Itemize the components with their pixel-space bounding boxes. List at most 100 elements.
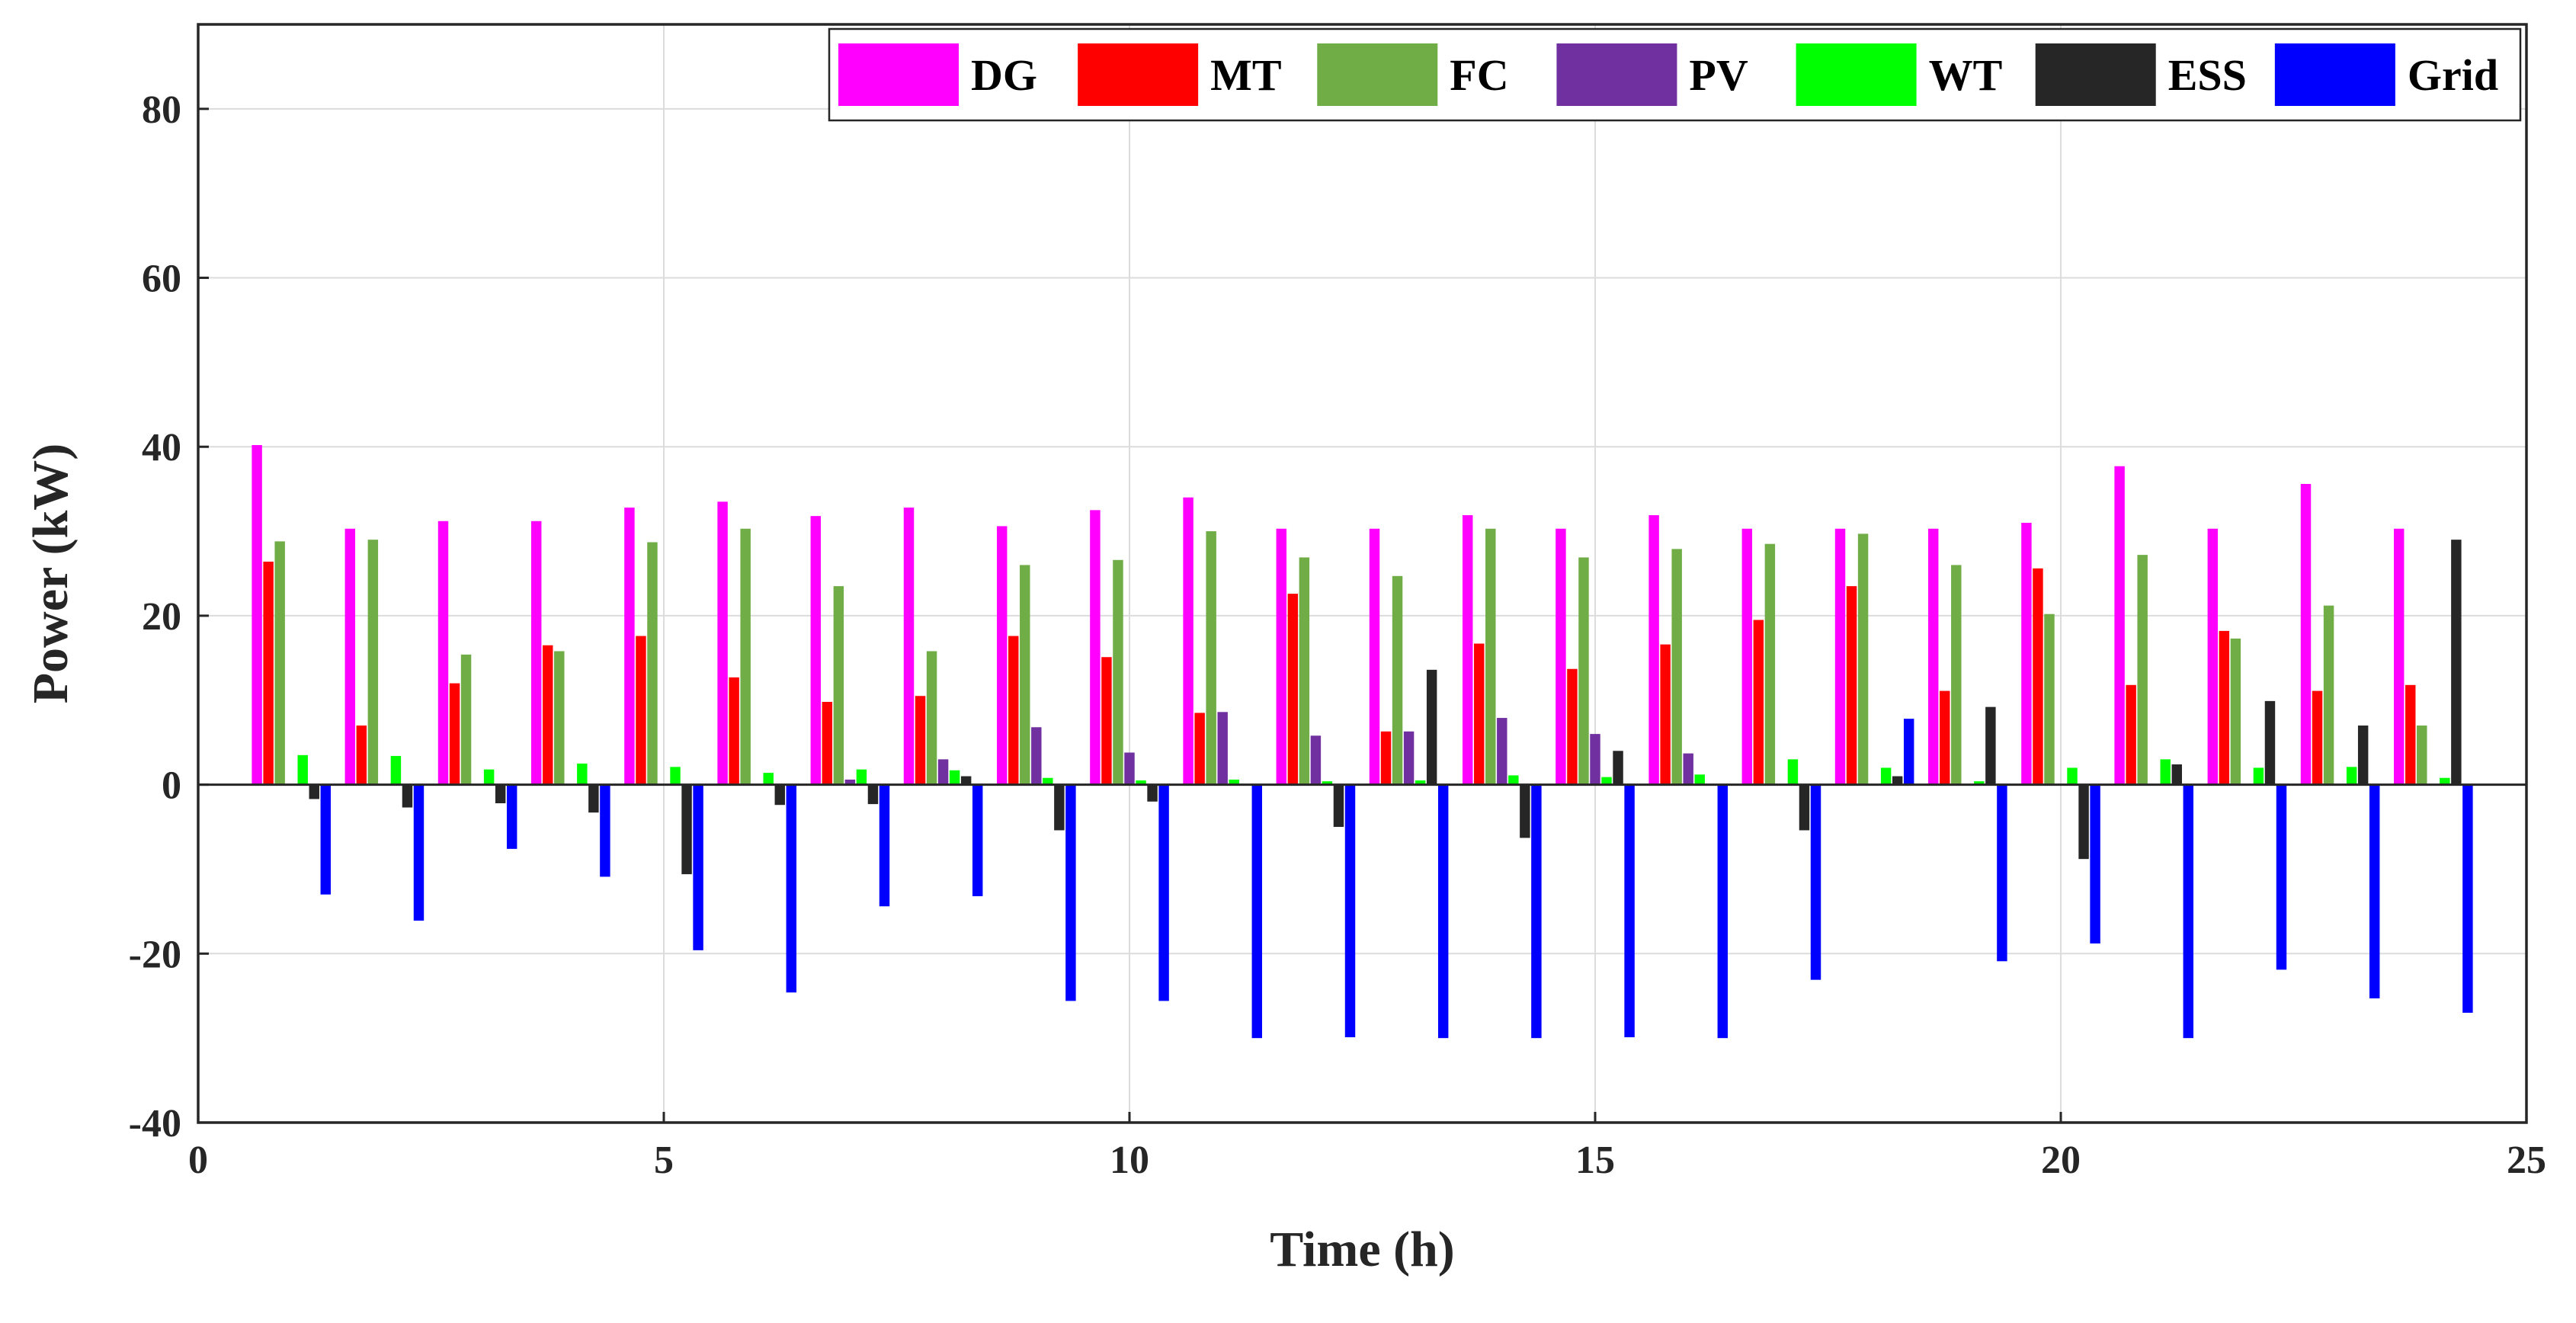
bar-grid-12	[1344, 784, 1356, 1038]
bar-ess-17	[1799, 784, 1810, 831]
legend-label-pv: PV	[1689, 50, 1748, 100]
bar-grid-1	[320, 784, 332, 895]
bar-wt-13	[1415, 780, 1426, 785]
legend-label-grid: Grid	[2408, 50, 2498, 100]
bar-wt-19	[1974, 781, 1985, 785]
bar-mt-5	[636, 636, 646, 785]
bar-dg-5	[624, 508, 635, 785]
bar-mt-11	[1194, 713, 1205, 785]
bar-pv-7	[844, 779, 856, 785]
bar-mt-20	[2033, 568, 2043, 785]
bar-grid-20	[2090, 784, 2100, 944]
bar-pv-11	[1217, 712, 1228, 785]
legend-swatch-pv	[1556, 43, 1677, 106]
bar-grid-16	[1717, 784, 1729, 1039]
bar-fc-15	[1578, 557, 1589, 785]
bar-ess-21	[2171, 764, 2182, 785]
bar-fc-16	[1671, 549, 1682, 785]
bar-grid-5	[693, 784, 703, 950]
y-tick-label: 60	[142, 258, 181, 301]
bar-mt-14	[1474, 643, 1485, 785]
bar-fc-20	[2044, 613, 2055, 785]
bar-fc-10	[1113, 559, 1123, 785]
bar-pv-16	[1683, 753, 1693, 785]
bar-dg-12	[1276, 528, 1287, 785]
bar-ess-14	[1520, 784, 1530, 838]
x-tick-label: 20	[2041, 1139, 2081, 1182]
bar-fc-6	[740, 528, 751, 785]
bar-ess-13	[1426, 669, 1437, 785]
x-tick-label: 15	[1575, 1139, 1615, 1182]
plot-frame	[197, 23, 2528, 1124]
bar-grid-15	[1624, 784, 1635, 1038]
bar-dg-18	[1834, 528, 1846, 785]
bar-mt-12	[1287, 594, 1299, 785]
y-tick-label: 40	[142, 426, 181, 469]
bar-grid-19	[1997, 784, 2007, 962]
bar-grid-3	[506, 784, 517, 849]
x-axis-label: Time (h)	[1270, 1222, 1455, 1277]
bar-ess-8	[960, 776, 972, 785]
y-tick-label: -20	[129, 933, 181, 976]
bar-grid-2	[413, 784, 425, 921]
bar-ess-24	[2451, 540, 2462, 785]
bar-fc-9	[1020, 565, 1030, 785]
bar-mt-15	[1567, 668, 1578, 785]
bar-dg-13	[1369, 528, 1380, 785]
bar-dg-1	[252, 445, 262, 785]
bar-fc-8	[926, 651, 937, 785]
grid-lines	[197, 24, 2527, 1123]
bar-mt-16	[1660, 644, 1671, 785]
bar-dg-17	[1741, 528, 1753, 785]
legend-label-fc: FC	[1450, 50, 1508, 100]
bar-mt-22	[2219, 630, 2230, 785]
bar-mt-18	[1846, 586, 1857, 785]
bar-wt-18	[1880, 767, 1892, 785]
bar-wt-6	[763, 773, 774, 785]
bar-dg-22	[2207, 528, 2219, 785]
bar-mt-8	[915, 696, 926, 785]
bar-dg-21	[2114, 466, 2125, 785]
x-tick-label: 5	[654, 1139, 674, 1182]
bar-fc-14	[1485, 528, 1496, 785]
bar-dg-4	[530, 521, 542, 785]
bar-dg-19	[1927, 528, 1939, 785]
legend-label-dg: DG	[971, 50, 1037, 100]
bar-wt-4	[577, 763, 588, 785]
y-axis-ticks: -40 -20 0 20 40 60 80	[129, 88, 209, 1145]
bar-dg-3	[437, 521, 449, 785]
bar-wt-3	[483, 769, 495, 785]
bar-wt-10	[1136, 780, 1146, 785]
bar-grid-4	[600, 784, 610, 877]
bar-pv-8	[937, 759, 949, 785]
bar-wt-16	[1694, 774, 1705, 785]
x-axis-ticks: 0 5 10 15 20 25	[188, 1112, 2546, 1182]
bar-dg-10	[1090, 510, 1101, 785]
bar-wt-1	[297, 754, 308, 785]
bar-mt-9	[1008, 636, 1019, 785]
bar-wt-20	[2067, 767, 2078, 785]
legend-swatch-dg	[838, 43, 959, 106]
bar-fc-3	[460, 654, 472, 785]
bar-grid-11	[1251, 784, 1263, 1039]
bar-fc-17	[1764, 543, 1776, 785]
bar-grid-23	[2369, 784, 2380, 999]
bar-grid-18	[1903, 719, 1914, 785]
bar-wt-5	[670, 767, 681, 785]
legend-swatch-fc	[1317, 43, 1438, 106]
bar-ess-23	[2357, 726, 2369, 785]
bar-dg-14	[1462, 515, 1473, 785]
bar-pv-13	[1403, 731, 1415, 785]
bar-fc-4	[554, 651, 565, 785]
bar-fc-19	[1951, 565, 1962, 785]
bar-wt-7	[856, 769, 867, 785]
bar-fc-2	[367, 540, 379, 785]
bar-dg-7	[810, 516, 822, 785]
bar-pv-9	[1031, 727, 1042, 785]
bar-wt-14	[1508, 775, 1519, 785]
bar-wt-8	[949, 770, 960, 785]
bar-pv-12	[1310, 735, 1322, 785]
bar-dg-16	[1648, 515, 1659, 785]
bar-grid-24	[2462, 784, 2473, 1013]
